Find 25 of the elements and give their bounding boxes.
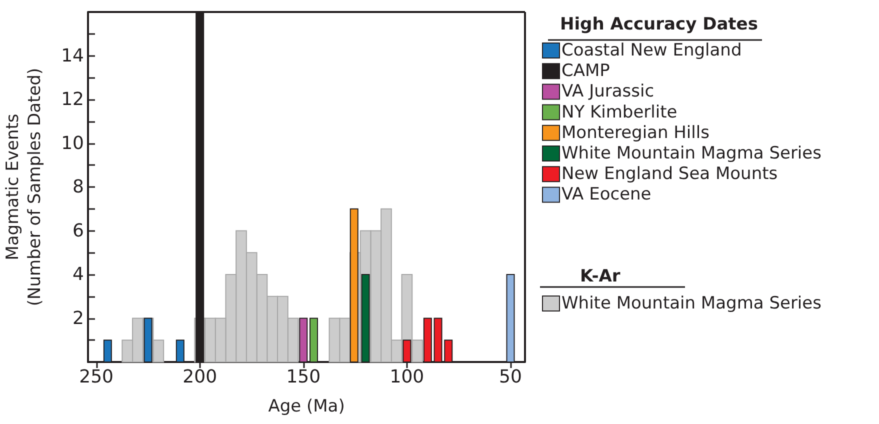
- y-tick-label: 2: [72, 308, 84, 329]
- y-tick-label: 6: [72, 220, 84, 242]
- x-axis-title: Age (Ma): [268, 396, 345, 416]
- legend-title: High Accuracy Dates: [560, 14, 758, 34]
- x-tick-label: 250: [79, 366, 114, 388]
- y-axis-title: Magmatic Events (Number of Samples Dated): [3, 68, 45, 306]
- x-tick-label: 200: [182, 366, 218, 388]
- x-tick-label: 100: [390, 366, 424, 388]
- legend-label: Coastal New England: [562, 40, 742, 60]
- legend-label: CAMP: [562, 61, 610, 82]
- legend-label: NY Kimberlite: [562, 102, 678, 122]
- x-tick-label: 150: [286, 366, 321, 388]
- y-tick-label: 8: [72, 176, 84, 198]
- y-tick-label: 12: [61, 89, 84, 110]
- text: K-Ar: [580, 266, 621, 286]
- x-tick-label: 50: [499, 366, 522, 388]
- y-tick-label: 10: [61, 132, 84, 154]
- legend-label: Monteregian Hills: [562, 122, 710, 143]
- legend-label: New England Sea Mounts: [562, 164, 778, 184]
- legend-label: VA Eocene: [562, 184, 652, 205]
- y-tick-label: 4: [72, 264, 84, 285]
- legend-label: VA Jurassic: [562, 82, 654, 102]
- legend-label: White Mountain Magma Series: [562, 294, 822, 314]
- y-tick-label: 14: [61, 45, 84, 66]
- legend-label: White Mountain Magma Series: [562, 144, 822, 164]
